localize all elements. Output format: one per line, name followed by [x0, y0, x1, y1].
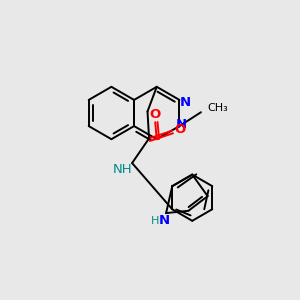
Text: O: O	[150, 108, 161, 121]
Text: CH₃: CH₃	[207, 103, 228, 112]
Text: NH: NH	[113, 163, 133, 176]
Text: N: N	[176, 118, 187, 131]
Text: N: N	[159, 214, 170, 227]
Text: O: O	[174, 123, 185, 136]
Text: N: N	[180, 97, 191, 110]
Text: H: H	[151, 216, 160, 226]
